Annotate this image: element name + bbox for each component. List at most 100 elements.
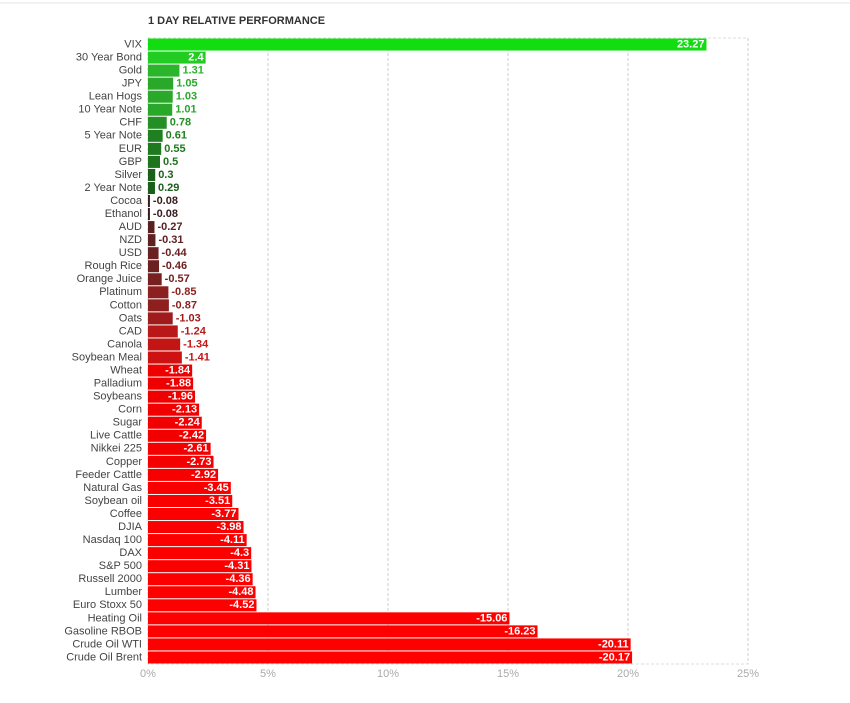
bar <box>148 155 160 168</box>
value-label: -2.24 <box>175 417 201 429</box>
category-label: Russell 2000 <box>78 573 142 585</box>
value-label: -4.36 <box>226 573 251 585</box>
category-label: Rough Rice <box>85 260 142 272</box>
category-label: EUR <box>119 143 142 155</box>
value-label: -1.03 <box>176 312 201 324</box>
value-label: 2.4 <box>188 51 204 63</box>
category-label: Euro Stoxx 50 <box>73 599 142 611</box>
category-label: DAX <box>119 547 142 559</box>
category-label: Orange Juice <box>77 273 142 285</box>
bar <box>148 181 155 194</box>
value-label: -4.11 <box>220 534 244 546</box>
bar <box>148 390 196 403</box>
category-label: Crude Oil Brent <box>66 651 142 663</box>
category-label: USD <box>119 247 142 259</box>
value-label: -0.87 <box>172 299 197 311</box>
category-label: S&P 500 <box>99 560 142 572</box>
value-label: -0.08 <box>153 208 178 220</box>
value-label: 0.5 <box>163 156 178 168</box>
category-label: DJIA <box>118 521 143 533</box>
bar <box>148 312 173 325</box>
value-label: 0.78 <box>170 117 191 129</box>
category-label: Cocoa <box>110 195 143 207</box>
bar <box>148 638 631 651</box>
category-label: CHF <box>119 117 142 129</box>
category-label: Heating Oil <box>88 612 142 624</box>
category-label: Silver <box>114 169 142 181</box>
bar <box>148 286 169 299</box>
value-label: -1.41 <box>185 351 210 363</box>
value-label: -2.73 <box>186 456 211 468</box>
category-label: Oats <box>119 312 143 324</box>
bar <box>148 273 162 286</box>
bar <box>148 325 178 338</box>
category-label: NZD <box>119 234 142 246</box>
value-label: -0.08 <box>153 195 178 207</box>
bar <box>148 416 202 429</box>
category-label: Copper <box>106 456 142 468</box>
category-label: 10 Year Note <box>78 104 142 116</box>
category-label: Nasdaq 100 <box>83 534 142 546</box>
value-label: 1.31 <box>182 65 203 77</box>
bar <box>148 142 162 155</box>
value-label: -4.52 <box>229 599 254 611</box>
bar <box>148 573 253 586</box>
bar <box>148 221 155 234</box>
bar <box>148 560 252 573</box>
value-label: -0.44 <box>162 247 188 259</box>
value-label: -2.13 <box>172 404 197 416</box>
bar <box>148 195 150 208</box>
value-label: 1.03 <box>176 91 197 103</box>
bar <box>148 403 200 416</box>
bar <box>148 116 167 129</box>
value-label: -20.17 <box>599 651 630 663</box>
category-label: Wheat <box>110 364 142 376</box>
value-label: -2.61 <box>184 443 209 455</box>
value-label: -3.51 <box>205 495 230 507</box>
value-label: 1.05 <box>176 78 197 90</box>
bar <box>148 247 159 260</box>
bar <box>148 599 257 612</box>
value-label: -3.98 <box>216 521 241 533</box>
value-label: 0.61 <box>166 130 187 142</box>
x-tick-label: 10% <box>377 668 399 680</box>
bar <box>148 586 256 599</box>
category-label: Canola <box>107 338 143 350</box>
bar <box>148 625 538 638</box>
bar <box>148 64 180 77</box>
chart-title: 1 DAY RELATIVE PERFORMANCE <box>148 15 325 27</box>
category-label: GBP <box>119 156 142 168</box>
value-label: -4.48 <box>228 586 253 598</box>
value-label: -15.06 <box>476 612 507 624</box>
value-label: -3.77 <box>211 508 236 520</box>
bar <box>148 351 182 364</box>
bar <box>148 651 633 664</box>
category-label: Crude Oil WTI <box>72 638 142 650</box>
category-label: Gold <box>119 65 142 77</box>
bar <box>148 494 233 507</box>
category-label: Corn <box>118 404 142 416</box>
value-label: -0.46 <box>162 260 187 272</box>
value-label: -1.24 <box>181 325 207 337</box>
x-tick-label: 20% <box>617 668 639 680</box>
category-label: Coffee <box>110 508 142 520</box>
bar <box>148 77 174 90</box>
value-label: -0.85 <box>171 286 196 298</box>
value-label: -0.57 <box>165 273 190 285</box>
value-label: -2.92 <box>191 469 216 481</box>
value-label: -1.84 <box>165 364 191 376</box>
value-label: 0.29 <box>158 182 179 194</box>
bar <box>148 38 707 51</box>
category-label: Lean Hogs <box>89 91 143 103</box>
value-label: -4.3 <box>230 547 249 559</box>
category-label: Gasoline RBOB <box>64 625 142 637</box>
category-label: Soybean oil <box>85 495 143 507</box>
category-label: 5 Year Note <box>85 130 143 142</box>
bar <box>148 338 181 351</box>
value-label: 0.55 <box>164 143 185 155</box>
category-label: 30 Year Bond <box>76 51 142 63</box>
bar <box>148 129 163 142</box>
bar <box>148 234 156 247</box>
